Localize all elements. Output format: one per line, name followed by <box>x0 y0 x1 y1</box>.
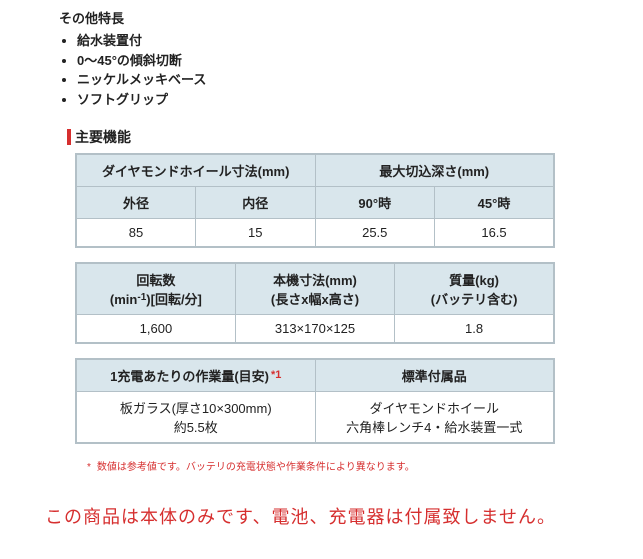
th-outer: 外径 <box>76 187 196 219</box>
th-rpm: 回転数 (min-1)[回転/分] <box>76 263 235 315</box>
asterisk-icon: *1 <box>271 369 281 381</box>
th-work: 1充電あたりの作業量(目安)*1 <box>76 359 315 392</box>
th-inner: 内径 <box>196 187 316 219</box>
td-rpm: 1,600 <box>76 315 235 344</box>
th-dim: 本機寸法(mm) (長さx幅x高さ) <box>235 263 394 315</box>
th-wheel: ダイヤモンドホイール寸法(mm) <box>76 154 315 187</box>
feature-item: ソフトグリップ <box>77 90 623 110</box>
td-inner: 15 <box>196 219 316 248</box>
spec-table-3: 1充電あたりの作業量(目安)*1 標準付属品 板ガラス(厚さ10×300mm) … <box>75 358 555 444</box>
spec-table-1: ダイヤモンドホイール寸法(mm) 最大切込深さ(mm) 外径 内径 90°時 4… <box>75 153 555 248</box>
section-title: 主要機能 <box>67 127 623 147</box>
features-list: 給水装置付 0〜45°の傾斜切断 ニッケルメッキベース ソフトグリップ <box>77 31 623 109</box>
td-dim: 313×170×125 <box>235 315 394 344</box>
footnote-text: 数値は参考値です。バッテリの充電状態や作業条件により異なります。 <box>97 462 415 473</box>
th-90: 90°時 <box>315 187 435 219</box>
feature-item: 給水装置付 <box>77 31 623 51</box>
footnote: * 数値は参考値です。バッテリの充電状態や作業条件により異なります。 <box>87 458 623 473</box>
spec-table-2: 回転数 (min-1)[回転/分] 本機寸法(mm) (長さx幅x高さ) 質量(… <box>75 262 555 344</box>
td-mass: 1.8 <box>395 315 554 344</box>
td-work: 板ガラス(厚さ10×300mm) 約5.5枚 <box>76 392 315 444</box>
footnote-asterisk: * <box>87 462 91 473</box>
th-accessories: 標準付属品 <box>315 359 554 392</box>
section-title-text: 主要機能 <box>75 129 131 145</box>
td-accessories: ダイヤモンドホイール 六角棒レンチ4・給水装置一式 <box>315 392 554 444</box>
feature-item: ニッケルメッキベース <box>77 70 623 90</box>
th-mass: 質量(kg) (バッテリ含む) <box>395 263 554 315</box>
red-bar-icon <box>67 129 71 145</box>
td-90: 25.5 <box>315 219 435 248</box>
td-45: 16.5 <box>435 219 555 248</box>
th-depth: 最大切込深さ(mm) <box>315 154 554 187</box>
feature-item: 0〜45°の傾斜切断 <box>77 51 623 71</box>
th-45: 45°時 <box>435 187 555 219</box>
td-outer: 85 <box>76 219 196 248</box>
features-title: その他特長 <box>59 8 623 27</box>
